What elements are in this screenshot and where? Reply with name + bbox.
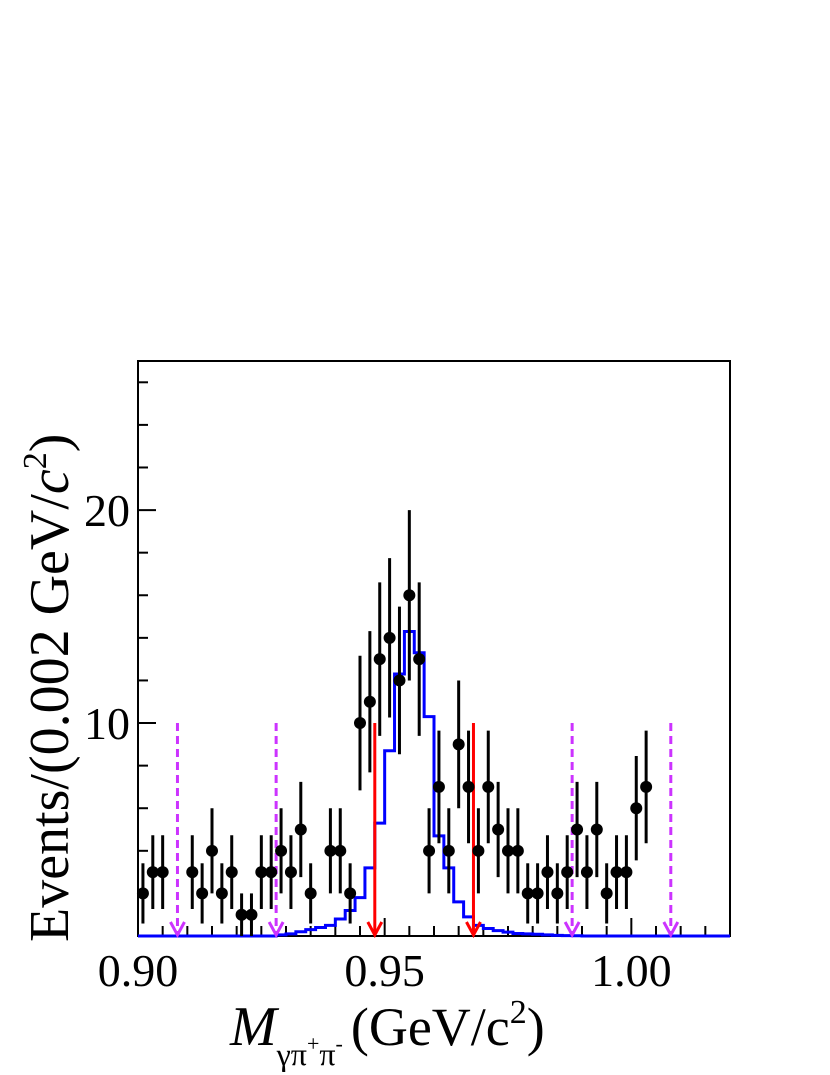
data-point [462, 780, 475, 793]
data-point [541, 866, 554, 879]
data-point [452, 738, 465, 751]
y-axis-sup: 2 [17, 452, 54, 469]
x-axis-units: (GeV/c [351, 997, 510, 1057]
data-point [580, 866, 593, 879]
signal-arrow-head [465, 921, 482, 939]
y-minor-ticks [138, 381, 156, 895]
x-tick-label: 0.90 [98, 945, 179, 996]
data-point [304, 887, 317, 900]
data-point [334, 844, 347, 857]
data-points [136, 510, 653, 936]
y-axis-c: c [19, 469, 81, 494]
data-point [146, 866, 159, 879]
y-tick-label: 20 [84, 485, 130, 536]
data-point [600, 887, 613, 900]
signal-arrow-head [366, 921, 384, 939]
data-point [442, 844, 455, 857]
data-point [354, 717, 366, 730]
signal-window-arrows [366, 723, 482, 939]
y-axis-main: Events/(0.002 GeV/ [19, 494, 81, 942]
data-point [344, 887, 357, 900]
data-point [482, 780, 495, 793]
mc-histogram-line [138, 629, 730, 938]
data-point [186, 866, 199, 879]
data-point [590, 823, 603, 836]
data-point [502, 844, 514, 857]
y-axis-title: Events/(0.002 GeV/c2) [17, 434, 81, 942]
data-point [245, 908, 258, 921]
data-point [235, 908, 248, 921]
data-point [206, 844, 218, 857]
data-point [551, 887, 564, 900]
data-point [531, 887, 544, 900]
sideband-arrow-head [662, 921, 680, 939]
data-point [432, 780, 445, 793]
data-point [255, 866, 268, 879]
x-axis-sup1: + [307, 1031, 319, 1056]
data-point [423, 844, 436, 857]
data-point [196, 887, 209, 900]
x-tick-label: 1.00 [591, 945, 672, 996]
data-point [215, 887, 228, 900]
x-axis-symbol: M [229, 996, 280, 1058]
y-axis-ticks: 10 20 [84, 485, 130, 749]
data-point [393, 674, 406, 687]
data-point [610, 866, 623, 879]
data-point [136, 887, 149, 900]
data-point [373, 653, 386, 666]
data-point [225, 866, 238, 879]
data-point [521, 887, 534, 900]
sideband-arrow-head [267, 921, 285, 939]
y-axis-close: ) [19, 434, 81, 453]
data-point [265, 866, 278, 879]
data-point [561, 866, 574, 879]
data-point [472, 844, 485, 857]
x-axis-sup2: - [336, 1031, 343, 1056]
x-axis-sub1: γπ [276, 1036, 307, 1072]
data-point [620, 866, 633, 879]
data-point [275, 844, 288, 857]
data-point [640, 780, 653, 793]
data-point [363, 695, 376, 708]
data-point [492, 823, 505, 836]
data-point [511, 844, 524, 857]
x-axis-title: Mγπ+π- (GeV/c2) [229, 994, 545, 1072]
sideband-arrow-head [169, 921, 186, 939]
sideband-arrow-head [563, 921, 581, 939]
data-point [284, 866, 297, 879]
data-point [403, 589, 416, 602]
data-point [630, 802, 643, 815]
data-point [413, 653, 426, 666]
x-axis-units-close: ) [527, 997, 545, 1057]
data-point [571, 823, 584, 836]
data-point [324, 844, 337, 857]
x-axis-units-sup: 2 [510, 994, 527, 1031]
y-tick-label: 10 [84, 698, 130, 749]
data-point [294, 823, 307, 836]
x-axis-sub2: π [319, 1036, 335, 1072]
data-point [156, 866, 169, 879]
mc-histogram [138, 629, 730, 938]
x-tick-label: 0.95 [344, 945, 425, 996]
data-point [383, 631, 396, 644]
x-axis-ticks: 0.90 0.95 1.00 [98, 918, 731, 996]
